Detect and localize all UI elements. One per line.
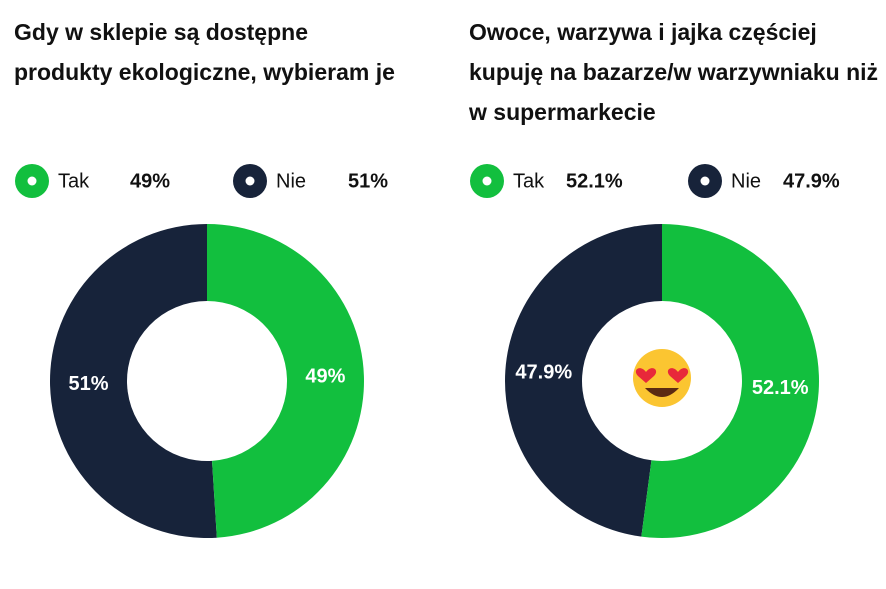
chart-title: Owoce, warzywa i jajka częściej kupuję n… — [469, 19, 879, 125]
legend-marker-dot — [27, 176, 37, 186]
legend-label: Nie — [276, 170, 306, 192]
legend-label: Tak — [58, 170, 90, 192]
data-label: 47.9% — [515, 361, 572, 383]
donut-slice — [49, 224, 217, 539]
legend-label: Tak — [513, 170, 545, 192]
legend-value: 49% — [130, 170, 170, 192]
data-label: 49% — [305, 366, 345, 388]
emoji — [633, 349, 691, 407]
legend-marker-dot — [245, 176, 255, 186]
donut-slice — [641, 224, 819, 538]
legend-value: 47.9% — [783, 170, 840, 192]
data-label: 51% — [69, 373, 109, 395]
chart-title: Gdy w sklepie są dostępne produkty ekolo… — [14, 19, 395, 85]
data-label: 52.1% — [752, 377, 809, 399]
legend-label: Nie — [731, 170, 761, 192]
legend-value: 52.1% — [566, 170, 623, 192]
donut-slice — [504, 224, 662, 537]
legend-value: 51% — [348, 170, 388, 192]
legend-marker-dot — [482, 176, 492, 186]
donut-slice — [207, 224, 364, 538]
legend-marker-dot — [700, 176, 710, 186]
